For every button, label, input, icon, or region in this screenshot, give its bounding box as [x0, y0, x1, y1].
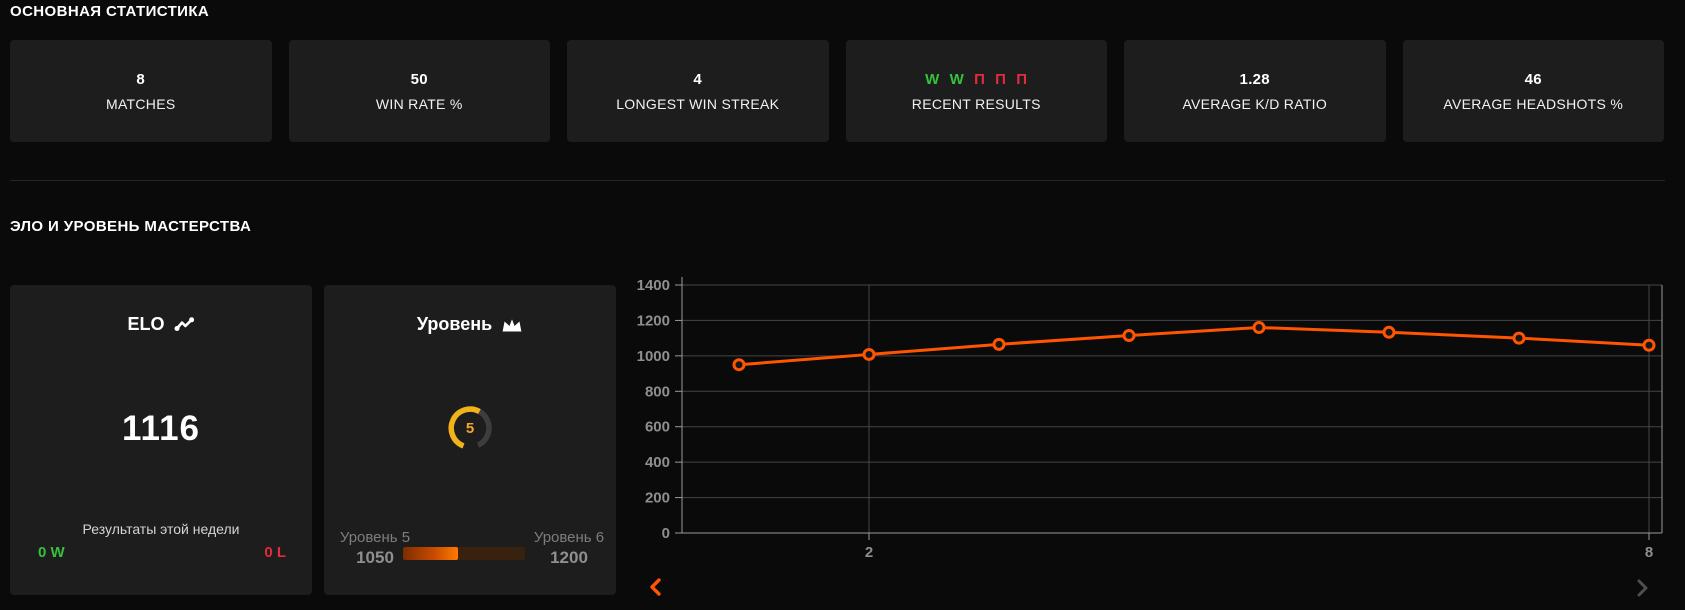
chart-point — [732, 358, 746, 372]
level-number: 5 — [465, 420, 475, 437]
elo-value: 1116 — [122, 409, 200, 448]
elo-card-title-text: ELO — [127, 314, 165, 334]
current-level-label: Уровень 5 — [339, 529, 411, 546]
chart-ylabel: 1200 — [637, 312, 670, 329]
main-stats-title: ОСНОВНАЯ СТАТИСТИКА — [10, 3, 210, 20]
next-level-block: Уровень 6 1200 — [528, 529, 610, 568]
result-loss: П — [974, 70, 986, 88]
weekly-results-label: Результаты этой недели — [82, 521, 240, 537]
level-card-title-text: Уровень — [416, 314, 493, 334]
current-level-value: 1050 — [356, 548, 394, 567]
current-level-block: Уровень 5 1050 — [336, 529, 414, 568]
elo-chart: 0 200 400 600 800 1000 1200 1400 2 8 — [620, 255, 1685, 605]
stat-card-label: LONGEST WIN STREAK — [616, 95, 780, 112]
elo-card: ELO 1116 Результаты этой недели 0 W 0 L — [10, 285, 312, 595]
chart-point — [1122, 328, 1136, 342]
chart-ylabel: 1000 — [637, 348, 670, 365]
chart-ylabel: 800 — [645, 383, 670, 400]
elo-card-title: ELO — [10, 314, 312, 335]
stat-card: W W П П П RECENT RESULTS — [845, 40, 1107, 142]
stat-card-value: 4 — [693, 70, 703, 88]
stat-card-label: WIN RATE % — [375, 95, 463, 112]
chart-ylabel: 200 — [645, 490, 670, 507]
stat-card-label: AVERAGE HEADSHOTS % — [1443, 95, 1624, 112]
stat-card: 8 MATCHES — [10, 40, 272, 142]
chart-ylabel: 1400 — [637, 277, 670, 294]
chart-point — [992, 337, 1006, 351]
level-progress-bar — [403, 547, 525, 560]
stat-card-value: 50 — [410, 70, 428, 88]
result-win: W — [949, 70, 965, 88]
next-level-label: Уровень 6 — [533, 529, 605, 546]
stat-card-label: AVERAGE K/D RATIO — [1182, 95, 1328, 112]
chart-prev-button[interactable] — [642, 573, 670, 601]
stat-card: 50 WIN RATE % — [288, 40, 550, 142]
result-loss: П — [995, 70, 1007, 88]
weekly-results-row: 0 W 0 L — [38, 544, 286, 561]
level-card: Уровень 5 Уровень 5 1050 Уровень 6 1200 — [324, 285, 616, 595]
result-loss: П — [1016, 70, 1028, 88]
stat-card-value: 8 — [136, 70, 146, 88]
elo-section-title: ЭЛО И УРОВЕНЬ МАСТЕРСТВА — [10, 218, 252, 235]
chart-line-elo — [738, 326, 1650, 367]
stat-card-label: RECENT RESULTS — [911, 95, 1041, 112]
chart-point — [1642, 338, 1656, 352]
stat-card-label: MATCHES — [105, 95, 176, 112]
weekly-wins: 0 W — [38, 544, 65, 561]
stat-card-value: 46 — [1524, 70, 1542, 88]
level-card-title: Уровень — [324, 314, 616, 335]
result-win: W — [925, 70, 940, 88]
stat-card-value: 1.28 — [1239, 70, 1270, 88]
chart-ylabel: 600 — [645, 419, 670, 436]
stats-row: 8 MATCHES 50 WIN RATE % 4 LONGEST WIN STREAK W… — [10, 40, 1664, 142]
level-progress-fill — [403, 547, 458, 560]
level-gauge-arc — [448, 406, 492, 449]
weekly-losses: 0 L — [264, 544, 286, 561]
chart-point — [1252, 321, 1266, 335]
level-gauge: 5 — [444, 402, 496, 454]
elo-chart-plot: 0 200 400 600 800 1000 1200 1400 2 8 — [637, 277, 1663, 561]
stat-card: 4 LONGEST WIN STREAK — [567, 40, 829, 142]
chevron-left-icon — [650, 578, 661, 596]
chart-point — [1382, 325, 1396, 339]
chart-point — [1512, 331, 1526, 345]
chart-ylabel: 400 — [645, 454, 670, 471]
section-divider — [10, 180, 1665, 181]
elo-trend-icon — [174, 317, 194, 331]
chart-xlabel: 8 — [1645, 544, 1653, 561]
next-level-value: 1200 — [550, 548, 588, 567]
chevron-right-icon — [1637, 579, 1648, 597]
chart-ylabel: 0 — [662, 525, 670, 542]
stat-card: 46 AVERAGE HEADSHOTS % — [1402, 40, 1664, 142]
chart-next-button[interactable] — [1628, 574, 1656, 602]
stat-card: 1.28 AVERAGE K/D RATIO — [1124, 40, 1386, 142]
chart-point — [862, 347, 876, 361]
crown-icon — [502, 318, 522, 332]
chart-xlabel: 2 — [865, 544, 873, 561]
